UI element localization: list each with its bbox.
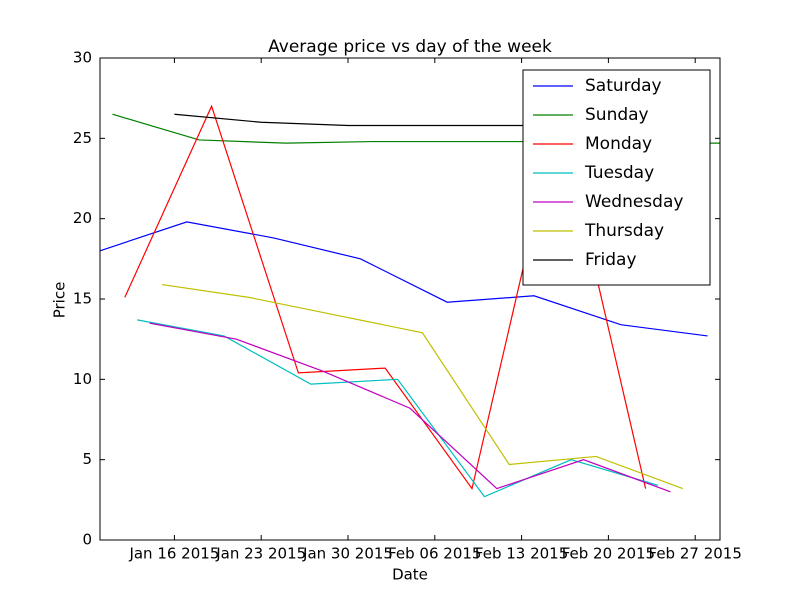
x-tick-label: Feb 20 2015 xyxy=(562,545,655,563)
y-tick-label: 25 xyxy=(73,129,92,147)
legend-label: Friday xyxy=(585,250,637,270)
x-tick-label: Feb 06 2015 xyxy=(388,545,481,563)
data-line xyxy=(137,319,659,498)
y-tick-label: 5 xyxy=(82,450,92,468)
legend-label: Tuesday xyxy=(584,163,654,183)
legend-label: Sunday xyxy=(585,105,649,125)
legend-label: Monday xyxy=(585,134,652,154)
y-tick-label: 30 xyxy=(73,49,92,67)
x-axis-label: Date xyxy=(392,566,428,584)
data-line xyxy=(149,322,671,493)
y-tick-label: 0 xyxy=(82,531,92,549)
y-tick-label: 10 xyxy=(73,370,92,388)
chart-title: Average price vs day of the week xyxy=(268,37,552,57)
data-line xyxy=(161,283,684,490)
x-tick-label: Jan 23 2015 xyxy=(215,545,306,563)
x-tick-label: Feb 27 2015 xyxy=(649,545,742,563)
x-tick-label: Jan 30 2015 xyxy=(302,545,393,563)
legend-box xyxy=(522,69,711,286)
legend-label: Wednesday xyxy=(585,192,683,212)
legend-label: Saturday xyxy=(585,76,662,96)
y-tick-label: 15 xyxy=(73,290,92,308)
x-tick-label: Feb 13 2015 xyxy=(475,545,568,563)
y-axis-label: Price xyxy=(51,282,69,319)
legend-label: Thursday xyxy=(584,221,664,241)
y-tick-label: 20 xyxy=(73,209,92,227)
plot-frame xyxy=(99,57,721,541)
x-tick-label: Jan 16 2015 xyxy=(128,545,219,563)
